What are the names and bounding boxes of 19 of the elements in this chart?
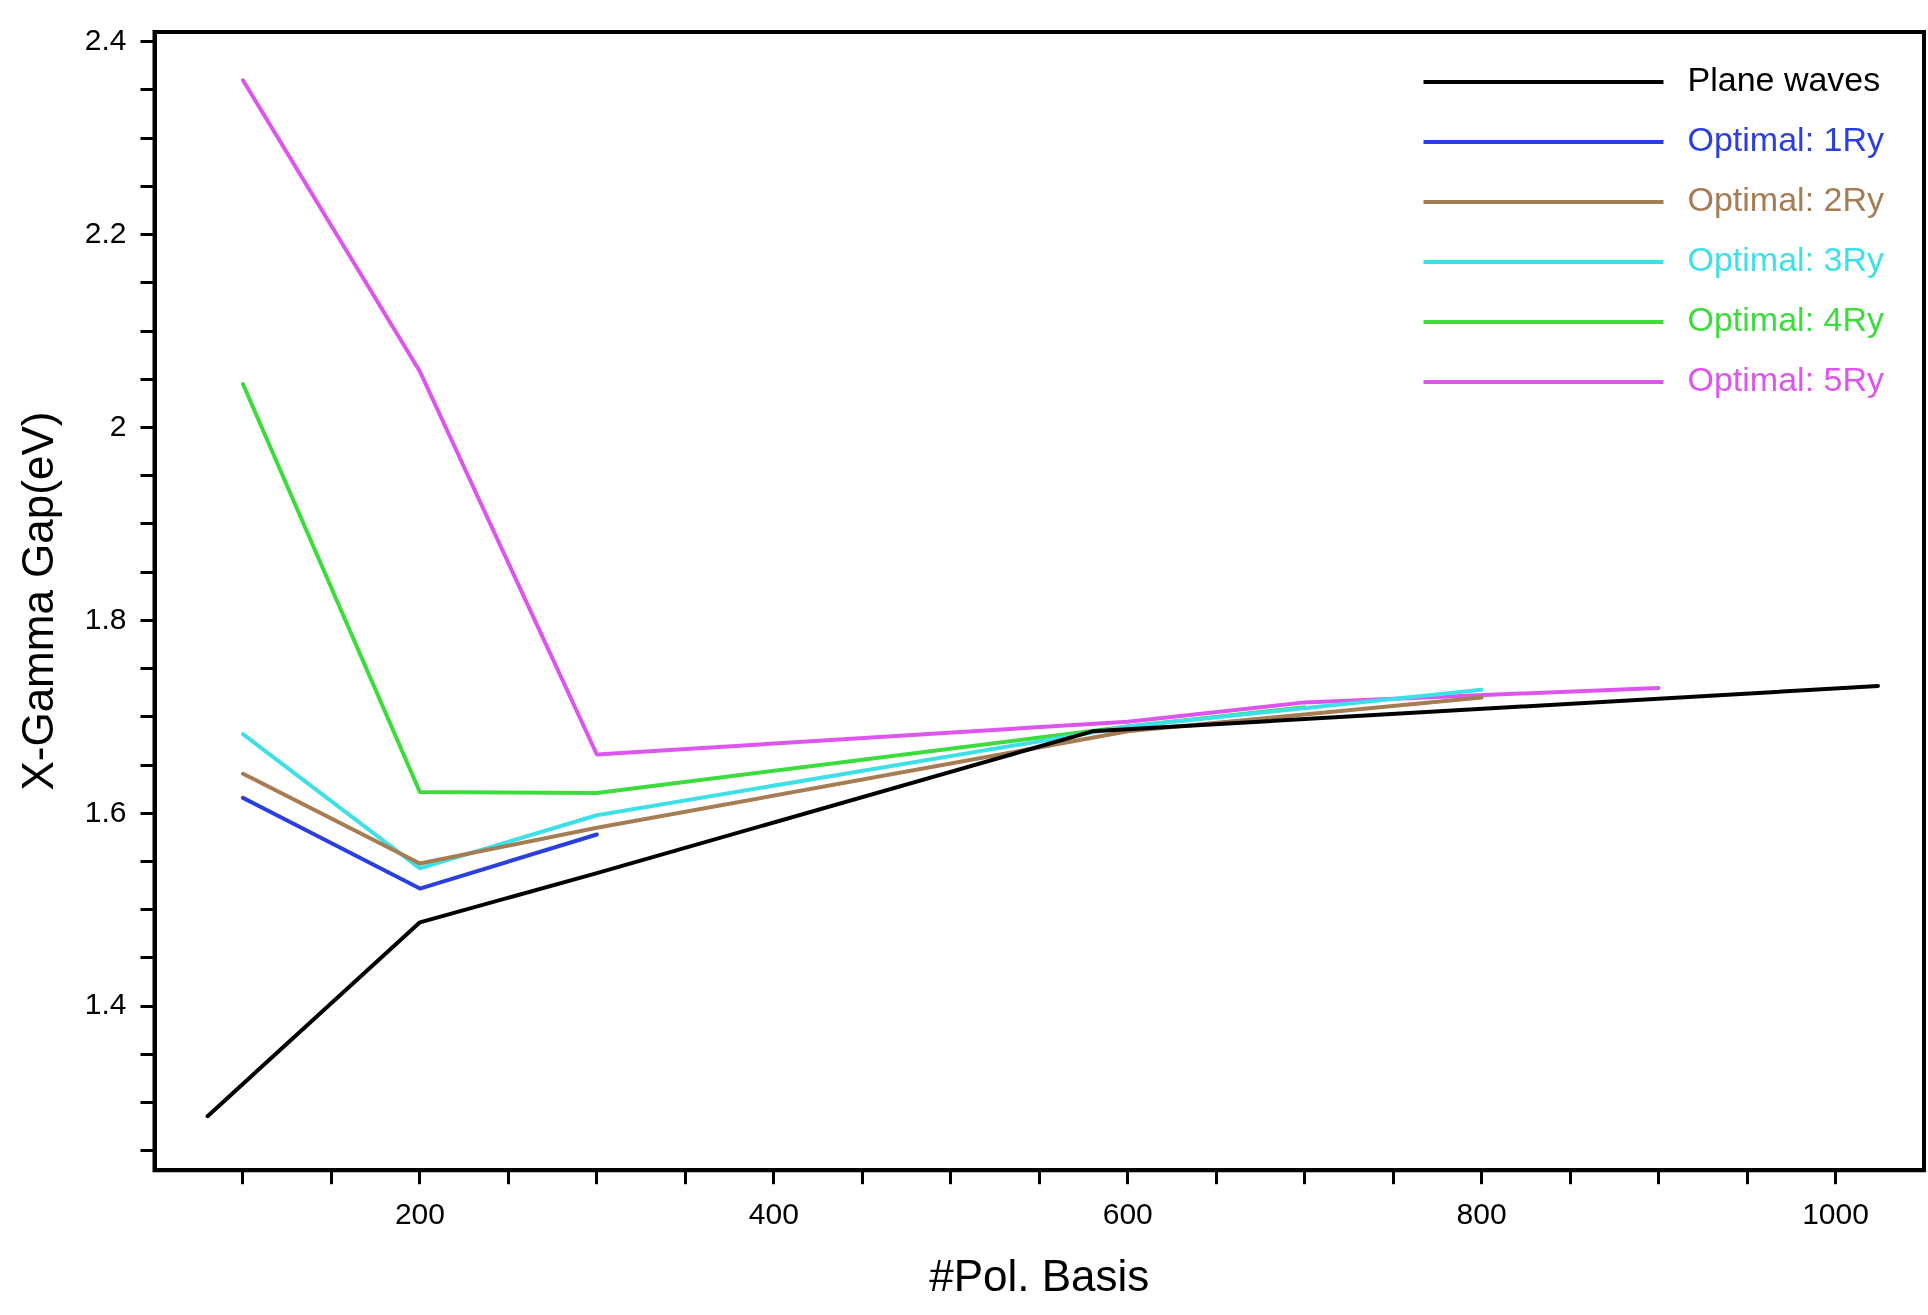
text: Optimal: 4Ry (1687, 300, 1884, 339)
x-tick-label: 1000 (1802, 1197, 1869, 1231)
y-tick-label: 1.4 (84, 987, 127, 1021)
text: Optimal: 1Ry (1687, 120, 1884, 159)
y-tick-label: 2 (109, 408, 127, 442)
x-tick-label: 200 (394, 1197, 445, 1231)
x-tick-label: 800 (1456, 1197, 1507, 1231)
text: Optimal: 5Ry (1687, 360, 1884, 399)
y-tick-label: 2.4 (84, 22, 127, 56)
y-tick-label: 1.8 (84, 601, 127, 635)
y-axis-title: X-Gamma Gap(eV) (12, 411, 62, 791)
x-axis-title: #Pol. Basis (929, 1250, 1150, 1300)
y-tick-label: 2.2 (84, 215, 127, 249)
text: Optimal: 3Ry (1687, 240, 1884, 279)
text: Optimal: 2Ry (1687, 180, 1884, 219)
y-tick-label: 1.6 (84, 794, 127, 828)
x-tick-label: 400 (748, 1197, 799, 1231)
x-tick-label: 600 (1102, 1197, 1153, 1231)
text: Plane waves (1687, 60, 1881, 99)
